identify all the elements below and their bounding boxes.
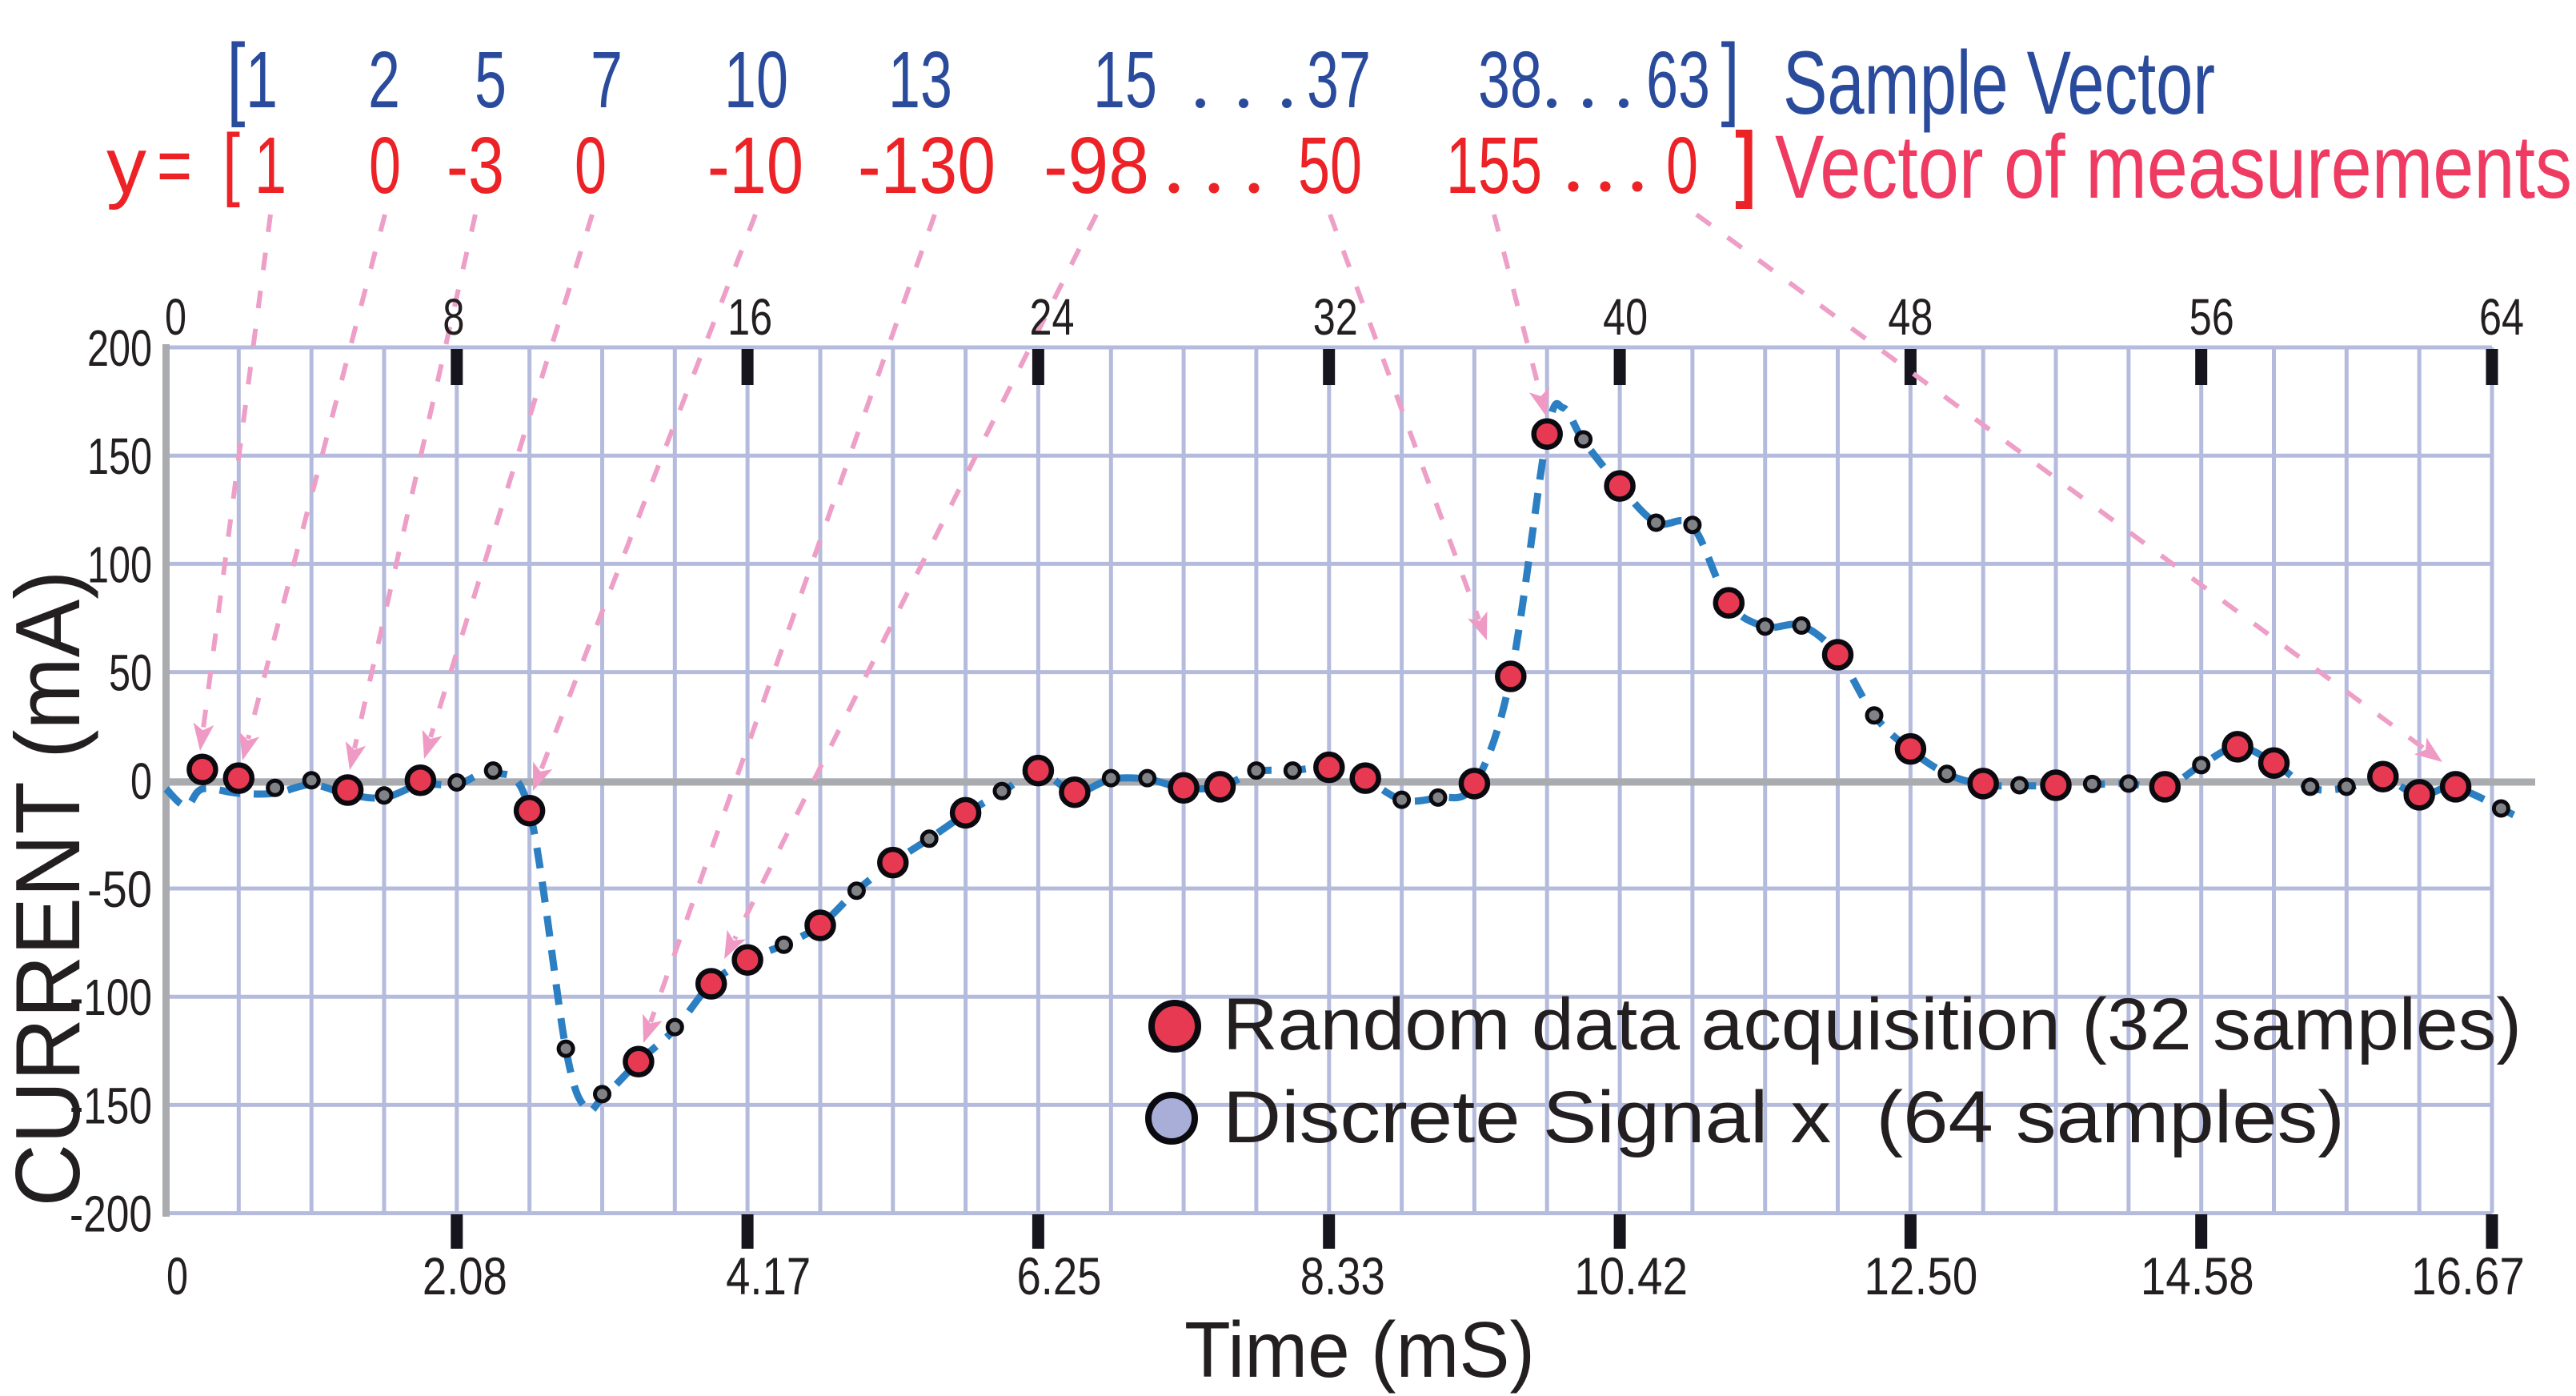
svg-text:8: 8 — [443, 288, 464, 346]
svg-text:7: 7 — [591, 35, 623, 125]
svg-text:-3: -3 — [447, 121, 504, 211]
svg-text:y: y — [106, 121, 146, 211]
svg-text:Time (mS): Time (mS) — [1184, 1306, 1535, 1394]
svg-text:32: 32 — [1313, 288, 1358, 346]
svg-text:-98: -98 — [1044, 121, 1149, 211]
svg-text:12.50: 12.50 — [1864, 1246, 1977, 1306]
svg-text:]: ] — [1735, 115, 1756, 210]
svg-text:0: 0 — [165, 288, 186, 346]
svg-text:0: 0 — [166, 1246, 188, 1306]
svg-text:50: 50 — [1298, 121, 1362, 211]
svg-text:48: 48 — [1888, 288, 1933, 346]
svg-text:0: 0 — [1666, 121, 1698, 211]
svg-text:[: [ — [227, 26, 246, 128]
svg-text:-130: -130 — [858, 121, 996, 211]
svg-text:37: 37 — [1307, 35, 1371, 125]
svg-text:10.42: 10.42 — [1574, 1246, 1688, 1306]
svg-text:Sample Vector: Sample Vector — [1783, 33, 2215, 133]
svg-text:40: 40 — [1603, 288, 1648, 346]
svg-text:150: 150 — [87, 427, 152, 485]
svg-text:16: 16 — [727, 288, 772, 346]
svg-text:0: 0 — [130, 752, 152, 810]
svg-text:]: ] — [1721, 26, 1740, 128]
svg-text:-150: -150 — [70, 1077, 152, 1134]
svg-text:1: 1 — [246, 35, 278, 125]
svg-text:2: 2 — [368, 35, 400, 125]
svg-text:100: 100 — [87, 536, 152, 593]
svg-text:-200: -200 — [70, 1185, 152, 1243]
svg-text:2.08: 2.08 — [423, 1246, 507, 1306]
svg-text:[: [ — [222, 118, 240, 208]
svg-text:Discrete Signal x (64 samples: Discrete Signal x (64 samples) — [1223, 1077, 2345, 1158]
svg-text:14.58: 14.58 — [2141, 1246, 2254, 1306]
svg-text:5: 5 — [475, 35, 507, 125]
svg-text:50: 50 — [109, 644, 152, 702]
svg-text:=: = — [157, 121, 192, 211]
svg-text:-50: -50 — [87, 860, 152, 918]
svg-text:0: 0 — [575, 121, 607, 211]
svg-text:64: 64 — [2479, 288, 2524, 346]
svg-text:6.25: 6.25 — [1016, 1246, 1101, 1306]
svg-text:Vector of measurements: Vector of measurements — [1775, 117, 2572, 217]
svg-text:38: 38 — [1478, 35, 1542, 125]
svg-text:10: 10 — [724, 35, 788, 125]
svg-text:16.67: 16.67 — [2411, 1246, 2525, 1306]
svg-text:Random data acquisition (32 sa: Random data acquisition (32 samples) — [1223, 984, 2522, 1065]
svg-text:-10: -10 — [707, 121, 803, 211]
svg-text:8.33: 8.33 — [1300, 1246, 1385, 1306]
svg-text:15: 15 — [1093, 35, 1157, 125]
svg-text:1: 1 — [254, 121, 286, 211]
svg-text:63: 63 — [1646, 35, 1710, 125]
svg-text:24: 24 — [1029, 288, 1074, 346]
svg-text:4.17: 4.17 — [726, 1246, 811, 1306]
svg-text:13: 13 — [888, 35, 952, 125]
svg-text:56: 56 — [2189, 288, 2234, 346]
svg-text:CURRENT (mA): CURRENT (mA) — [0, 571, 99, 1207]
svg-text:0: 0 — [369, 121, 401, 211]
svg-text:-100: -100 — [70, 969, 152, 1026]
svg-text:155: 155 — [1446, 121, 1542, 211]
svg-text:200: 200 — [87, 319, 152, 377]
